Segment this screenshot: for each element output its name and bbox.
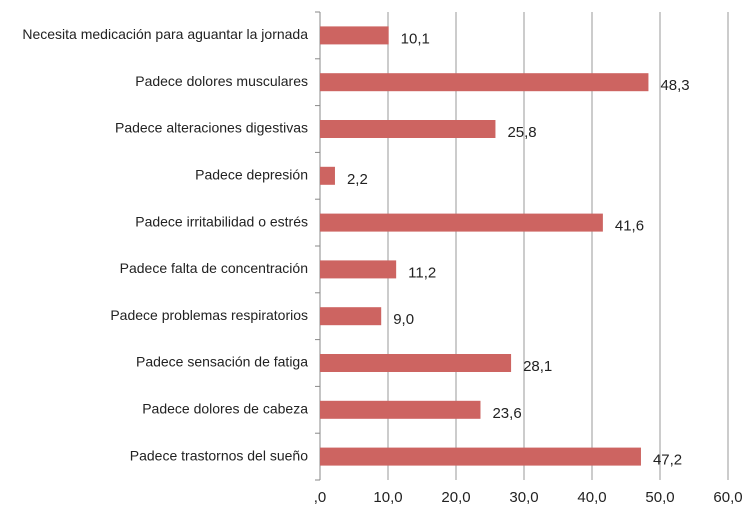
y-tick-label: Padece dolores de cabeza <box>142 401 308 417</box>
y-tick-label: Padece depresión <box>195 167 308 183</box>
x-tick-label: 10,0 <box>373 489 402 506</box>
x-tick-label: 30,0 <box>509 489 538 506</box>
y-tick-label: Padece irritabilidad o estrés <box>135 213 308 229</box>
value-label: 28,1 <box>523 358 552 375</box>
x-tick-label: 60,0 <box>713 489 742 506</box>
y-tick-label: Padece problemas respiratorios <box>110 307 308 323</box>
bar <box>320 260 397 279</box>
value-label: 41,6 <box>615 218 644 235</box>
bar <box>320 166 335 185</box>
value-label: 9,0 <box>393 311 414 328</box>
value-label: 23,6 <box>492 405 521 422</box>
y-tick-label: Padece alteraciones digestivas <box>115 120 308 136</box>
x-tick-label: ,0 <box>314 489 327 506</box>
value-label: 2,2 <box>347 171 368 188</box>
bar <box>320 26 389 45</box>
bar <box>320 447 641 466</box>
value-label: 47,2 <box>653 452 682 469</box>
x-tick-label: 40,0 <box>577 489 606 506</box>
value-label: 10,1 <box>401 30 430 47</box>
bar <box>320 307 382 326</box>
x-tick-label: 50,0 <box>645 489 674 506</box>
y-tick-label: Padece falta de concentración <box>120 260 308 276</box>
bar <box>320 73 649 92</box>
bar <box>320 354 512 372</box>
x-tick-label: 20,0 <box>441 489 470 506</box>
value-label: 11,2 <box>408 264 436 281</box>
y-tick-label: Padece sensación de fatiga <box>136 354 308 370</box>
y-tick-label: Padece trastornos del sueño <box>130 447 308 463</box>
bar <box>320 400 481 419</box>
value-label: 25,8 <box>507 124 536 141</box>
bar <box>320 213 603 232</box>
value-label: 48,3 <box>660 77 689 94</box>
bar <box>320 120 496 138</box>
y-tick-label: Padece dolores musculares <box>135 73 308 89</box>
y-tick-label: Necesita medicación para aguantar la jor… <box>22 26 308 42</box>
